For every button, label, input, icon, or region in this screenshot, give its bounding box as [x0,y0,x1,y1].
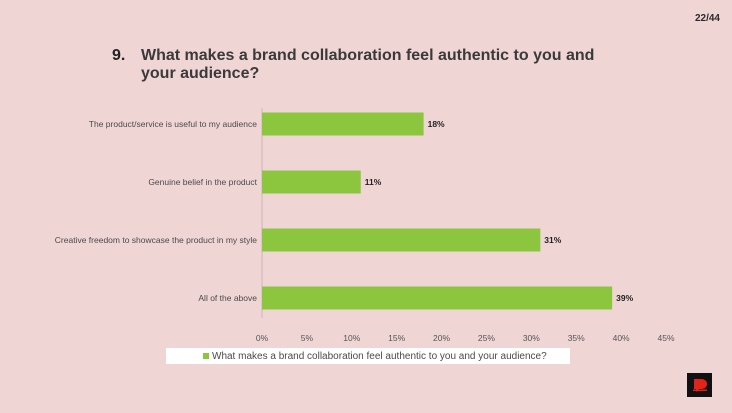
x-tick-label: 20% [433,333,450,343]
x-tick-label: 30% [523,333,540,343]
x-tick-label: 0% [256,333,269,343]
chart-legend: What makes a brand collaboration feel au… [166,348,570,364]
x-tick-label: 5% [301,333,314,343]
page-number: 22/44 [694,13,720,24]
x-tick-label: 40% [613,333,630,343]
bar [262,228,541,252]
legend-swatch [203,353,209,359]
category-label: The product/service is useful to my audi… [89,119,257,129]
data-label: 39% [616,293,633,303]
legend-label: What makes a brand collaboration feel au… [212,350,547,362]
x-tick-label: 45% [657,333,674,343]
bar [262,286,613,310]
question-number: 9. [112,47,126,64]
x-tick-label: 35% [568,333,585,343]
bar [262,170,361,194]
bar [262,112,424,136]
x-tick-label: 25% [478,333,495,343]
brand-logo-icon [687,373,712,397]
data-label: 31% [544,235,561,245]
question-title: What makes a brand collaboration feel au… [141,47,595,82]
x-tick-label: 10% [343,333,360,343]
category-label: Creative freedom to showcase the product… [55,235,257,245]
category-label: All of the above [198,293,257,303]
category-label: Genuine belief in the product [148,177,257,187]
x-tick-label: 15% [388,333,405,343]
data-label: 18% [428,119,445,129]
data-label: 11% [365,177,382,187]
